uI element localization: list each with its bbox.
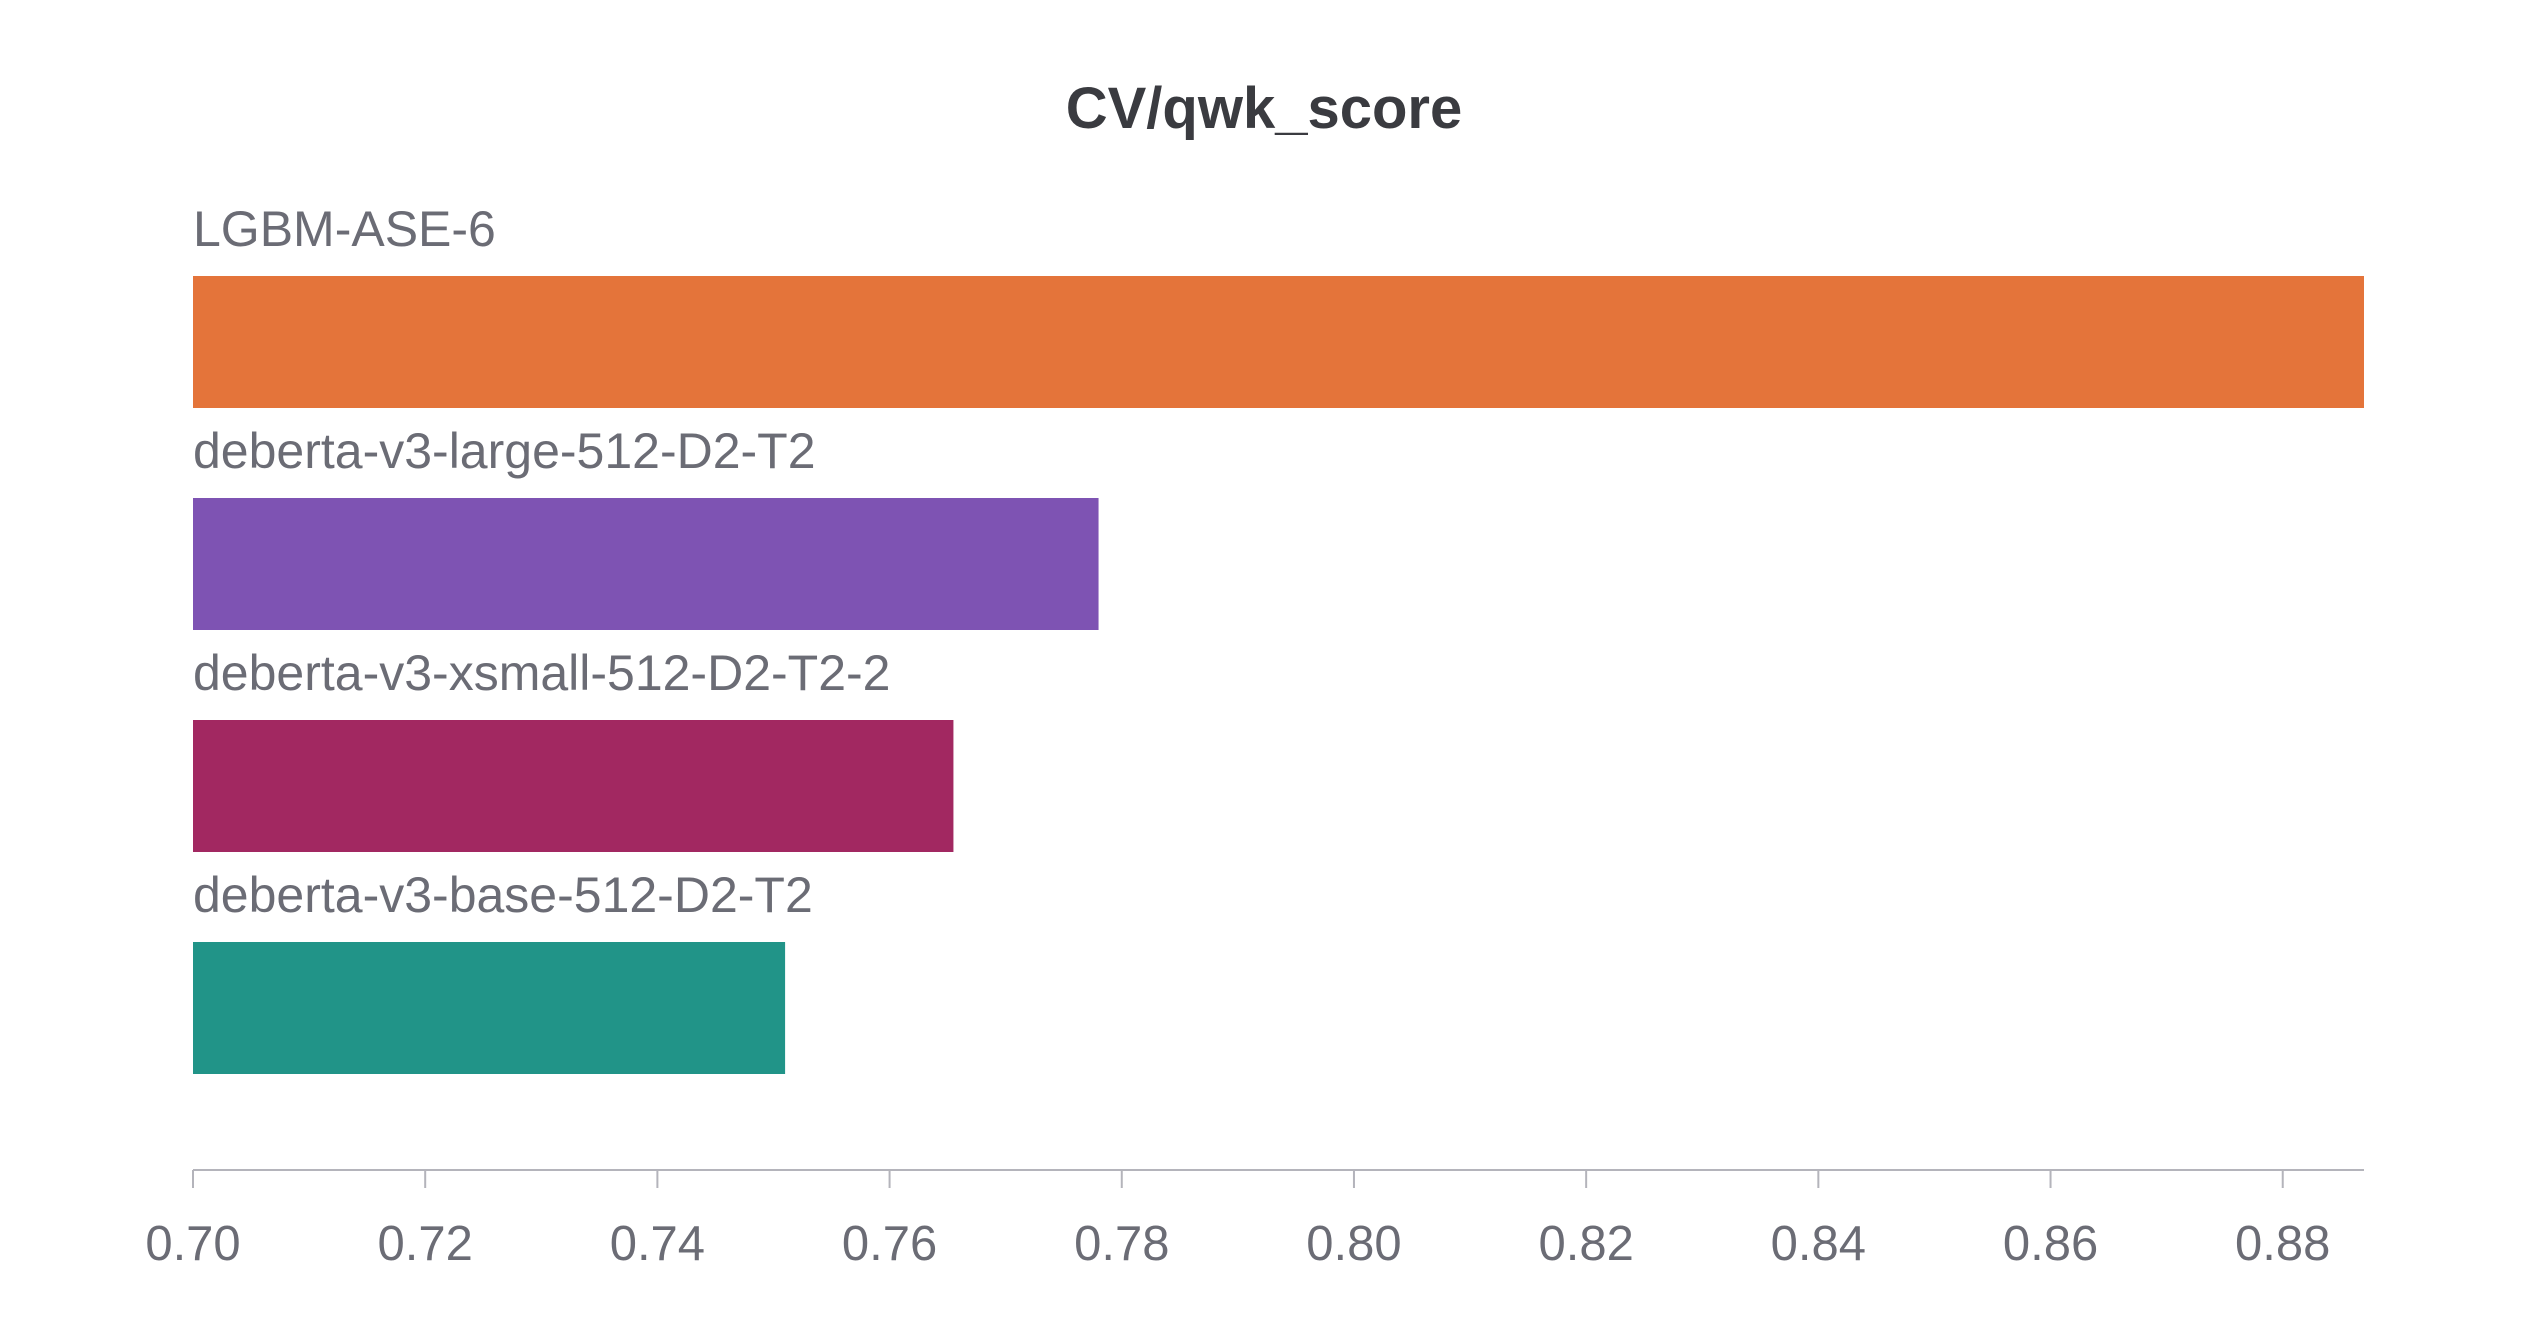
bar[interactable] — [193, 276, 2364, 408]
bar-label: deberta-v3-large-512-D2-T2 — [193, 423, 816, 479]
x-tick-label: 0.88 — [2235, 1217, 2330, 1271]
x-tick-label: 0.84 — [1771, 1217, 1866, 1271]
x-tick-label: 0.78 — [1074, 1217, 1169, 1271]
x-tick-label: 0.74 — [610, 1217, 705, 1271]
x-tick-label: 0.76 — [842, 1217, 937, 1271]
chart-title: CV/qwk_score — [1066, 76, 1463, 141]
x-tick-label: 0.86 — [2003, 1217, 2098, 1271]
x-tick-label: 0.80 — [1306, 1217, 1401, 1271]
x-axis: 0.70 0.72 0.74 0.76 0.78 0.80 0.82 0.84 0.86 0.88 — [145, 1169, 2364, 1271]
bar-label: LGBM-ASE-6 — [193, 201, 496, 257]
x-tick-label: 0.72 — [378, 1217, 473, 1271]
x-tick-label: 0.70 — [145, 1217, 240, 1271]
bars-group: LGBM-ASE-6 deberta-v3-large-512-D2-T2 debe… — [193, 201, 2364, 1074]
x-tick-label: 0.82 — [1538, 1217, 1633, 1271]
bar-label: deberta-v3-xsmall-512-D2-T2-2 — [193, 645, 890, 701]
bar-label: deberta-v3-base-512-D2-T2 — [193, 867, 813, 923]
bar[interactable] — [193, 942, 786, 1074]
bar[interactable] — [193, 720, 954, 852]
bar[interactable] — [193, 498, 1099, 630]
